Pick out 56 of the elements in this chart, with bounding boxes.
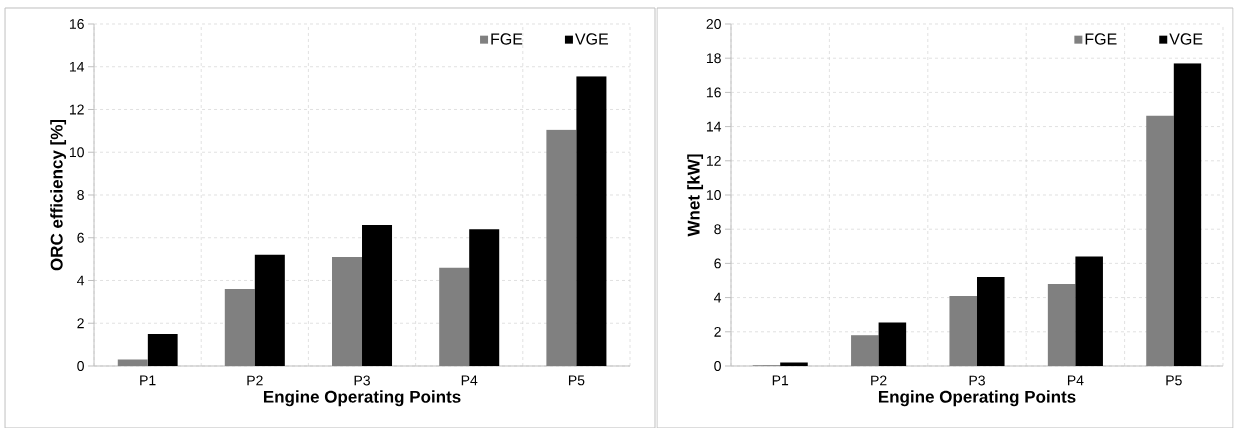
y-tick-label: 16 xyxy=(706,87,721,98)
y-tick-label: 8 xyxy=(714,224,721,235)
bar xyxy=(1173,63,1202,366)
bar xyxy=(1047,283,1076,366)
legend-label: VGE xyxy=(1169,33,1203,45)
legend-label: VGE xyxy=(575,33,609,45)
y-tick-label: 0 xyxy=(714,361,721,371)
y-tick-label: 12 xyxy=(69,104,84,115)
y-tick-label: 10 xyxy=(706,190,721,200)
x-tick-label: P2 xyxy=(871,375,887,386)
y-tick-label: 6 xyxy=(77,232,84,243)
bar xyxy=(254,254,285,366)
y-tick-label: 14 xyxy=(69,61,85,72)
y-tick-label: 6 xyxy=(714,258,721,269)
y-tick-label: 4 xyxy=(714,292,722,303)
y-tick-label: 8 xyxy=(77,190,84,200)
y-tick-label: 14 xyxy=(706,121,722,132)
bar xyxy=(546,129,577,366)
bar xyxy=(851,335,879,366)
bar xyxy=(1075,256,1103,366)
y-tick-label: 12 xyxy=(706,155,721,166)
x-tick-label: P3 xyxy=(354,375,370,386)
bar xyxy=(439,267,470,366)
x-tick-label: P1 xyxy=(772,375,789,386)
y-tick-label: 16 xyxy=(69,19,84,29)
y-axis-title: Wnet [kW] xyxy=(687,154,704,237)
bar xyxy=(224,289,255,366)
x-tick-label: P3 xyxy=(969,375,985,386)
y-tick-label: 20 xyxy=(706,19,721,29)
bar xyxy=(1146,115,1174,366)
bar xyxy=(147,333,178,366)
x-tick-label: P5 xyxy=(1166,375,1182,386)
bar xyxy=(332,256,363,366)
y-tick-label: 18 xyxy=(706,53,721,64)
x-axis-title: Engine Operating Points xyxy=(878,390,1076,407)
x-tick-label: P5 xyxy=(568,375,585,386)
bar xyxy=(977,277,1005,366)
y-tick-label: 0 xyxy=(77,361,84,371)
x-tick-label: P4 xyxy=(1067,375,1084,386)
bar xyxy=(117,359,148,366)
x-tick-label: P4 xyxy=(461,375,478,386)
bar xyxy=(469,229,500,366)
legend-label: FGE xyxy=(1085,33,1117,45)
y-tick-label: 10 xyxy=(69,147,84,158)
y-tick-label: 2 xyxy=(714,326,721,337)
x-axis-title: Engine Operating Points xyxy=(263,390,461,407)
bar xyxy=(878,322,907,366)
x-tick-label: P2 xyxy=(247,375,263,386)
y-tick-label: 2 xyxy=(77,318,84,329)
legend-label: FGE xyxy=(491,33,523,45)
x-tick-label: P1 xyxy=(140,375,156,386)
bar xyxy=(949,295,977,366)
bar xyxy=(576,76,607,366)
bar xyxy=(362,224,393,366)
y-axis-title: ORC efficiency [%] xyxy=(50,119,67,271)
y-tick-label: 4 xyxy=(77,275,85,286)
